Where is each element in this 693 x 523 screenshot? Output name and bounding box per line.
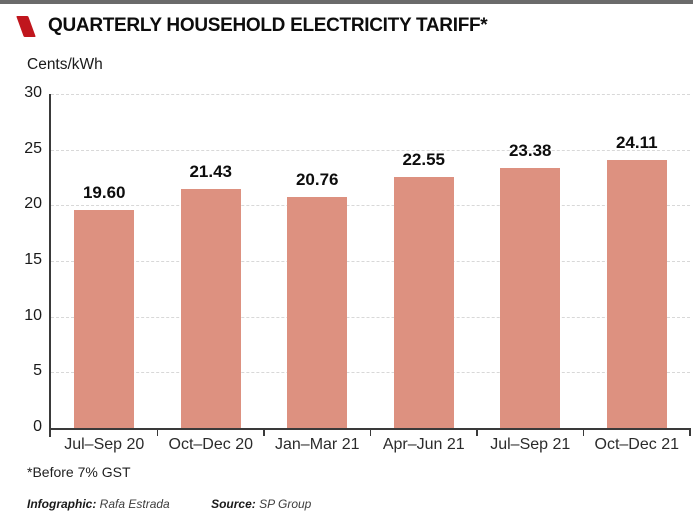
x-axis-tick-1 — [156, 428, 158, 436]
bar-value-label-5: 23.38 — [508, 140, 552, 160]
bar-value-label-2: 21.43 — [189, 162, 233, 182]
x-axis-label-1: Jul–Sep 20 — [64, 436, 145, 453]
bar-1 — [74, 209, 135, 428]
gridline-30 — [51, 94, 690, 95]
x-axis-tick-3 — [369, 428, 371, 436]
gridline-25 — [51, 149, 690, 151]
chart-title: QUARTERLY HOUSEHOLD ELECTRICITY TARIFF* — [48, 15, 488, 36]
y-tick-label-15: 15 — [24, 251, 42, 268]
source-label: Source: — [211, 497, 256, 511]
top-border-strip — [0, 0, 693, 4]
bar-6 — [606, 159, 667, 428]
gridline-10 — [51, 316, 690, 318]
y-axis-extension — [49, 428, 51, 437]
x-axis-tick-2 — [263, 428, 265, 436]
infographic-credit-label: Infographic: — [27, 497, 97, 511]
bar-value-label-6: 24.11 — [615, 132, 658, 152]
gridline-5 — [51, 372, 690, 374]
x-axis-label-2: Oct–Dec 20 — [168, 436, 253, 453]
bar-5 — [500, 167, 561, 428]
source-value: SP Group — [259, 497, 312, 511]
bar-value-label-4: 22.55 — [402, 149, 446, 169]
infographic-credit-value: Rafa Estrada — [99, 497, 170, 511]
y-tick-label-25: 25 — [24, 139, 42, 157]
gridline-15 — [51, 261, 690, 262]
y-tick-label-5: 5 — [33, 362, 42, 380]
bar-3 — [287, 196, 348, 428]
x-axis-label-6: Oct–Dec 21 — [594, 436, 679, 453]
x-axis-tick-5 — [582, 428, 584, 436]
bar-value-label-1: 19.60 — [82, 182, 126, 202]
x-axis-label-5: Jul–Sep 21 — [490, 436, 571, 453]
y-tick-label-10: 10 — [24, 306, 42, 324]
y-axis-tick-labels: 0 5 10 15 20 25 30 — [2, 84, 42, 435]
footnote: *Before 7% GST — [27, 464, 131, 480]
red-slash-logo-icon — [16, 15, 36, 37]
bar-value-label-3: 20.76 — [295, 169, 339, 189]
y-tick-label-20: 20 — [24, 195, 42, 213]
header: QUARTERLY HOUSEHOLD ELECTRICITY TARIFF* — [15, 13, 488, 39]
x-axis-label-3: Jan–Mar 21 — [275, 436, 360, 453]
bar-chart-plot-area: 19.60 Jul–Sep 20 21.43 Oct–Dec 20 20.76 Jan–M… — [49, 94, 691, 453]
x-axis-label-4: Apr–Jun 21 — [382, 436, 465, 453]
credits-line: Infographic: Rafa Estrada Source: SP Gro… — [27, 497, 311, 511]
x-axis-tick-6 — [689, 428, 691, 436]
y-tick-label-0: 0 — [33, 418, 42, 435]
bar-4 — [393, 176, 454, 428]
bar-2 — [180, 189, 241, 428]
source-group: Source: SP Group — [211, 497, 311, 511]
y-tick-label-30: 30 — [24, 84, 42, 101]
x-axis-tick-4 — [476, 428, 478, 436]
gridline-20 — [51, 205, 690, 207]
y-axis-unit-label: Cents/kWh — [27, 56, 103, 73]
